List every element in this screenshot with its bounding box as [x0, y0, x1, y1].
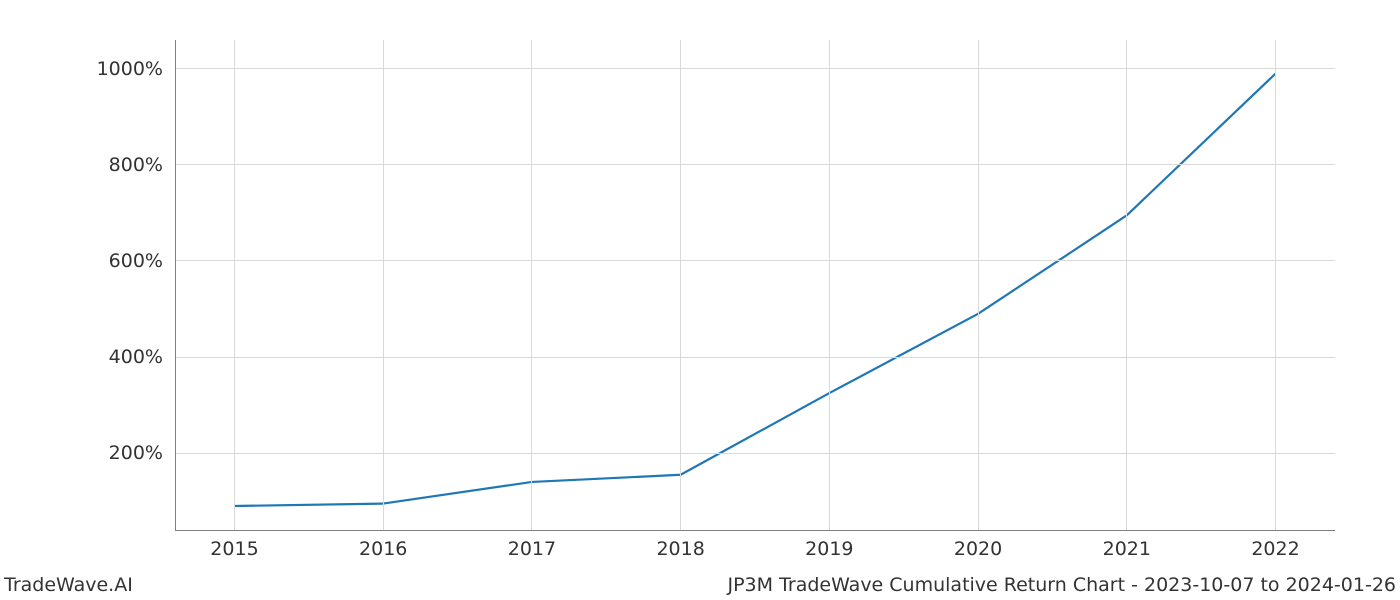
- x-tick-label: 2018: [656, 538, 704, 560]
- y-tick-label: 800%: [109, 154, 163, 176]
- grid-line-vertical: [383, 40, 384, 530]
- grid-line-horizontal: [175, 357, 1335, 358]
- grid-line-vertical: [829, 40, 830, 530]
- grid-line-horizontal: [175, 260, 1335, 261]
- x-tick-label: 2019: [805, 538, 853, 560]
- x-axis-spine: [175, 530, 1335, 531]
- grid-line-horizontal: [175, 453, 1335, 454]
- plot-area: [175, 40, 1335, 530]
- series-line: [234, 74, 1275, 506]
- grid-line-vertical: [1126, 40, 1127, 530]
- x-tick-label: 2017: [508, 538, 556, 560]
- footer-caption: JP3M TradeWave Cumulative Return Chart -…: [728, 574, 1397, 596]
- y-tick-label: 1000%: [97, 58, 163, 80]
- grid-line-vertical: [1275, 40, 1276, 530]
- data-line: [0, 0, 1400, 600]
- x-tick-label: 2016: [359, 538, 407, 560]
- grid-line-vertical: [234, 40, 235, 530]
- grid-line-vertical: [978, 40, 979, 530]
- grid-line-horizontal: [175, 68, 1335, 69]
- y-axis-spine: [175, 40, 176, 530]
- x-tick-label: 2015: [210, 538, 258, 560]
- x-tick-label: 2021: [1103, 538, 1151, 560]
- y-tick-label: 400%: [109, 346, 163, 368]
- grid-line-vertical: [531, 40, 532, 530]
- y-tick-label: 600%: [109, 250, 163, 272]
- x-tick-label: 2020: [954, 538, 1002, 560]
- grid-line-horizontal: [175, 164, 1335, 165]
- grid-line-vertical: [680, 40, 681, 530]
- x-tick-label: 2022: [1251, 538, 1299, 560]
- footer-brand: TradeWave.AI: [4, 574, 133, 596]
- y-tick-label: 200%: [109, 442, 163, 464]
- chart-container: 2015 2016 2017 2018 2019 2020 2021 2022 200% 400%…: [0, 0, 1400, 600]
